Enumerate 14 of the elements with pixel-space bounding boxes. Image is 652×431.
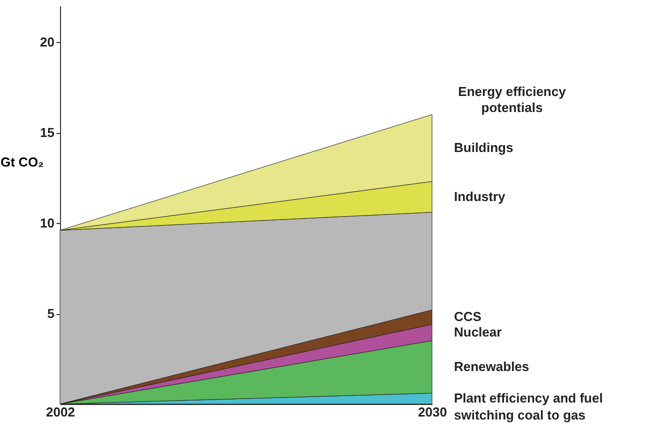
y-tick-label: 15	[40, 125, 54, 140]
series-label: Plant efficiency and fuel switching coal to gas	[454, 390, 603, 423]
series-label: CCS	[454, 309, 482, 324]
text: Energy efficiency potentials	[458, 84, 567, 115]
series-label: Industry	[454, 188, 506, 204]
series-label: Buildings	[454, 140, 514, 156]
x-tick-label: 2002	[46, 404, 75, 420]
y-tick-label: 10	[40, 216, 54, 231]
y-tick-label: 5	[47, 306, 54, 322]
series-label: Nuclear	[454, 324, 502, 340]
y-axis-title: Gt CO₂	[0, 154, 44, 170]
y-tick-label: 20	[40, 34, 54, 50]
series-label: Renewables	[454, 358, 530, 374]
x-tick-label: 2030	[418, 404, 447, 420]
